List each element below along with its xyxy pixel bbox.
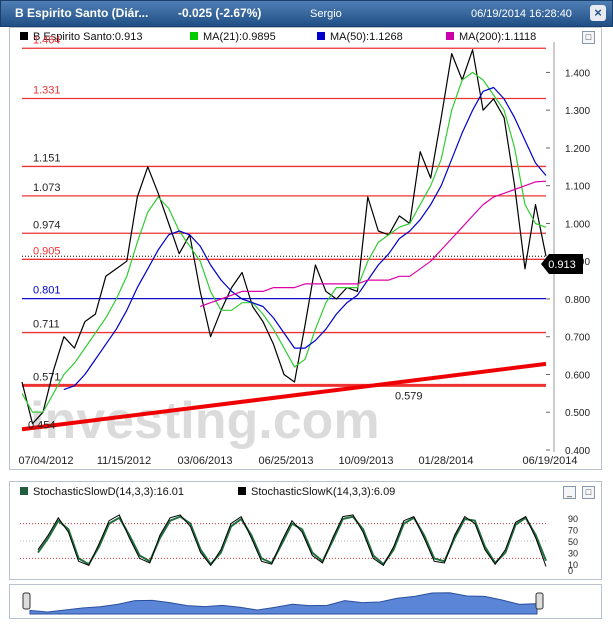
level-label: 1.073 (33, 182, 61, 194)
main-chart-panel (9, 27, 602, 470)
series-line-ma200 (199, 180, 547, 308)
ma200-swatch (446, 32, 454, 40)
y-tick-label: 0.800 (565, 295, 590, 306)
x-tick-label: 01/28/2014 (418, 455, 473, 467)
annotation-label: 0.454 (28, 420, 56, 432)
series-line-ma50 (63, 86, 547, 391)
minimize-icon[interactable]: _ (563, 486, 576, 499)
navigator-right-handle[interactable] (535, 592, 544, 610)
level-label: 1.464 (33, 34, 61, 46)
level-label: 0.905 (33, 245, 61, 257)
stoch-tick-label: 0 (568, 566, 573, 576)
close-icon[interactable]: × (590, 5, 606, 21)
legend-label: MA(21):0.9895 (203, 31, 276, 43)
stoch-tick-label: 90 (568, 514, 578, 524)
x-tick-label: 06/25/2013 (258, 455, 313, 467)
legend-label: B Espirito Santo:0.913 (33, 31, 143, 43)
trend-line (21, 361, 547, 432)
user-name: Sergio (310, 8, 342, 20)
level-label: 1.151 (33, 152, 61, 164)
legend-item-slowd: StochasticSlowD(14,3,3):16.01 (20, 486, 184, 498)
timestamp: 06/19/2014 16:28:40 (471, 8, 572, 20)
stochastic-series (37, 514, 547, 567)
legend-item-price: B Espirito Santo:0.913 (20, 31, 142, 43)
x-tick-label: 07/04/2012 (18, 455, 73, 467)
legend-label: StochasticSlowD(14,3,3):16.01 (33, 486, 185, 498)
level-label: 0.571 (33, 371, 61, 383)
series-line-ma21 (21, 71, 547, 413)
title-bar: B Espirito Santo (Diár... -0.025 (-2.67%… (0, 0, 613, 27)
instrument-title[interactable]: B Espirito Santo (Diár... (15, 6, 149, 20)
navigator-chart[interactable] (0, 584, 613, 619)
slowk-swatch (238, 487, 246, 495)
y-tick-label: 0.500 (565, 408, 590, 419)
stoch-tick-label: 10 (568, 560, 578, 570)
y-tick-label: 1.000 (565, 219, 590, 230)
stoch-tick-label: 50 (568, 537, 578, 547)
current-price-tag: 0.913 (541, 254, 583, 274)
fib-levels: 1.464 1.331 1.151 1.073 0.974 0.905 0.801 0.711… (21, 34, 547, 432)
price-swatch (20, 32, 28, 40)
legend-item-ma50: MA(50):1.1268 (317, 31, 403, 43)
legend-item-ma200: MA(200):1.1118 (446, 31, 536, 43)
stoch-tick-label: 70 (568, 525, 578, 535)
annotations: 0.579 0.454 (28, 390, 423, 431)
series-layer (21, 49, 547, 425)
navigator-left-handle[interactable] (22, 592, 31, 610)
annotation-label: 0.579 (395, 390, 423, 402)
legend-label: MA(200):1.1118 (459, 31, 537, 43)
level-label: 0.801 (33, 285, 61, 297)
y-tick-label: 1.200 (565, 144, 590, 155)
y-tick-label: 0.700 (565, 333, 590, 344)
slowd-swatch (20, 487, 28, 495)
navigator-area-fill (29, 592, 538, 615)
stoch-line-slowd (37, 515, 547, 566)
y-tick-label: 1.400 (565, 68, 590, 79)
legend-label: MA(50):1.1268 (330, 31, 403, 43)
ma50-swatch (317, 32, 325, 40)
level-label: 0.974 (33, 219, 61, 231)
legend-label: StochasticSlowK(14,3,3):6.09 (251, 486, 396, 498)
y-tick-label: 0.400 (565, 446, 590, 457)
legend-item-slowk: StochasticSlowK(14,3,3):6.09 (238, 486, 395, 498)
y-tick-label: 0.600 (565, 370, 590, 381)
y-tick-label: 1.300 (565, 106, 590, 117)
x-tick-label: 10/09/2013 (338, 455, 393, 467)
current-price-label: 0.913 (548, 259, 576, 271)
x-tick-label: 03/06/2013 (177, 455, 232, 467)
level-label: 1.331 (33, 84, 61, 96)
x-tick-label: 11/15/2012 (97, 455, 151, 467)
x-axis: 07/04/2012 11/15/2012 03/06/2013 06/25/2013… (18, 455, 577, 467)
price-chart: investing.com 1.4641.3311.1511.0730.9740… (18, 34, 590, 467)
series-line-price (21, 49, 547, 425)
y-axis: 1.4001.3001.2001.1001.0000.9000.8000.700… (546, 42, 590, 457)
y-tick-label: 1.100 (565, 182, 590, 193)
maximize-icon[interactable]: □ (582, 31, 595, 44)
price-change: -0.025 (-2.67%) (178, 6, 262, 20)
legend-item-ma21: MA(21):0.9895 (190, 31, 276, 43)
x-tick-label: 06/19/2014 (522, 455, 577, 467)
ma21-swatch (190, 32, 198, 40)
level-label: 0.711 (33, 319, 60, 331)
stoch-tick-label: 30 (568, 549, 578, 559)
stoch-line-slowk (37, 514, 547, 567)
maximize-icon[interactable]: □ (582, 486, 595, 499)
stochastic-panel (9, 481, 602, 580)
navigator-area (29, 592, 538, 615)
